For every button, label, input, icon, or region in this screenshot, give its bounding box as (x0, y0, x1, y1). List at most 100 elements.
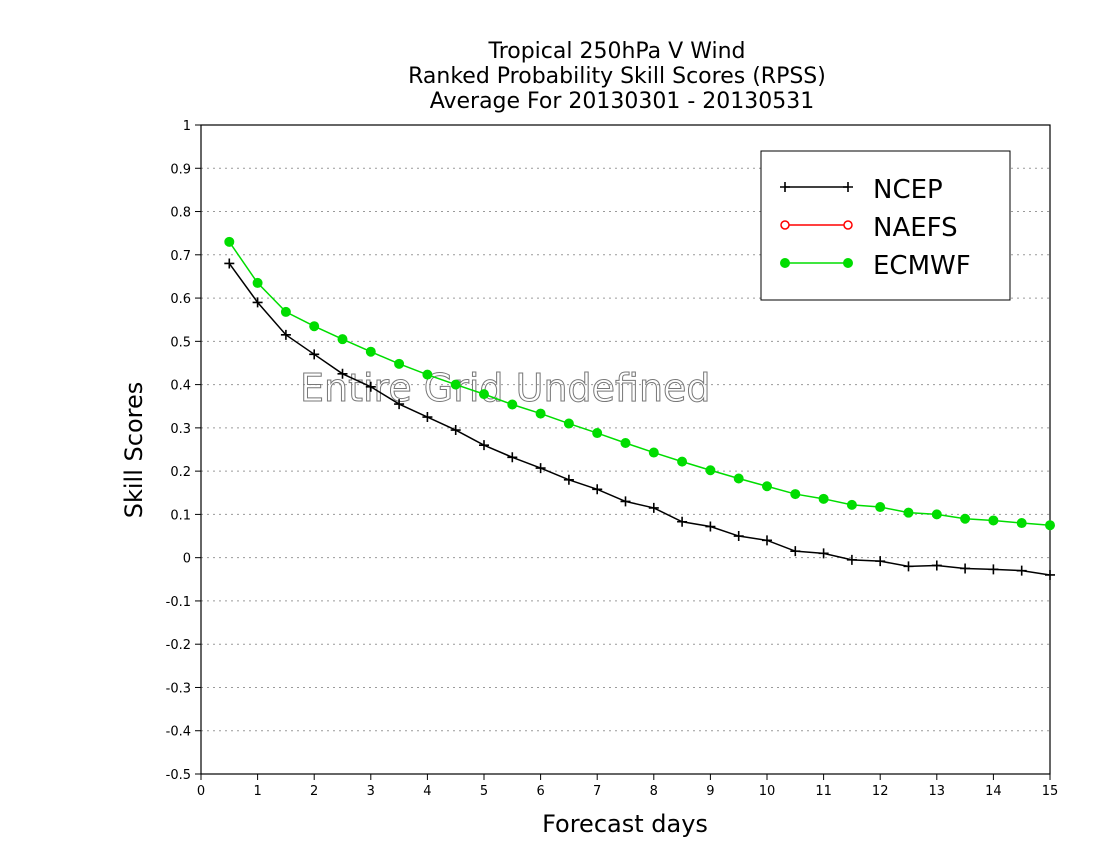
data-point-ecmwf (733, 473, 744, 484)
y-tick-label: -0.2 (166, 638, 191, 653)
data-point-ecmwf (620, 438, 631, 449)
data-point-ncep (903, 561, 914, 572)
data-point-ncep (1016, 565, 1027, 576)
data-point-ncep (224, 258, 235, 269)
y-tick-label: 0.8 (170, 206, 191, 221)
data-point-ecmwf (903, 507, 914, 518)
data-point-ncep (394, 399, 405, 410)
data-point-ncep (705, 521, 716, 532)
y-tick-label: -0.4 (166, 725, 191, 740)
data-point-ncep (337, 368, 348, 379)
data-point-ncep (733, 531, 744, 542)
x-axis-ticks: 0 1 2 3 4 5 6 7 8 9 10 11 12 13 14 15 (197, 774, 1058, 799)
data-point-ncep (648, 502, 659, 513)
x-tick-label: 6 (536, 784, 544, 799)
legend-marker-naefs (843, 220, 853, 230)
data-point-ncep (620, 496, 631, 507)
y-tick-label: 0.7 (170, 249, 191, 264)
data-point-ecmwf (1016, 518, 1027, 529)
data-point-ncep (592, 484, 603, 495)
y-tick-label: -0.3 (166, 681, 191, 696)
x-axis-label: Forecast days (542, 810, 708, 838)
data-point-ecmwf (252, 277, 263, 288)
plot-frame (200, 124, 1051, 775)
legend-label-naefs: NAEFS (873, 213, 958, 243)
data-point-ecmwf (1045, 520, 1055, 531)
x-tick-label: 13 (929, 784, 946, 799)
data-point-ncep (252, 297, 263, 308)
series-lines (224, 236, 1055, 580)
chart-title: Tropical 250hPa V Wind Ranked Probabilit… (408, 39, 826, 114)
data-point-ecmwf (988, 515, 999, 526)
data-point-ncep (875, 556, 886, 567)
y-tick-label: 0.9 (170, 162, 191, 177)
data-point-ncep (762, 535, 772, 546)
data-point-ncep (535, 463, 546, 474)
x-tick-label: 9 (706, 784, 714, 799)
y-tick-label: 0.1 (170, 508, 191, 523)
x-tick-label: 3 (367, 784, 375, 799)
legend-marker-ecmwf (843, 258, 853, 268)
x-tick-label: 2 (310, 784, 318, 799)
x-tick-label: 7 (593, 784, 601, 799)
y-tick-label: 0 (183, 552, 191, 567)
y-tick-label: -0.1 (166, 595, 191, 610)
x-tick-label: 11 (815, 784, 832, 799)
legend-marker-ecmwf (780, 258, 790, 268)
data-point-ncep (309, 349, 320, 360)
data-point-ecmwf (394, 358, 405, 369)
data-point-ncep (365, 381, 376, 392)
data-point-ecmwf (931, 509, 942, 520)
title-line-3: Average For 20130301 - 20130531 (430, 89, 815, 114)
data-point-ecmwf (479, 389, 489, 400)
data-point-ecmwf (762, 481, 772, 492)
x-tick-label: 15 (1042, 784, 1059, 799)
y-axis-ticks: -0.5 -0.4 -0.3 -0.2 -0.1 0 0.1 0.2 0.3 0.4 0.5 0.6 0… (166, 119, 201, 783)
data-point-ecmwf (563, 418, 574, 429)
data-point-ecmwf (507, 399, 518, 410)
data-point-ecmwf (875, 502, 886, 513)
data-point-ncep (677, 516, 688, 527)
data-point-ncep (280, 329, 291, 340)
data-point-ncep (422, 412, 433, 423)
series-line-ncep (228, 263, 1051, 576)
data-point-ecmwf (648, 447, 659, 458)
y-tick-label: 0.2 (170, 465, 191, 480)
x-tick-label: 4 (423, 784, 431, 799)
data-point-ecmwf (337, 334, 348, 345)
data-point-ncep (790, 546, 801, 557)
data-point-ncep (479, 440, 489, 451)
data-point-ecmwf (365, 346, 376, 357)
x-tick-label: 10 (759, 784, 776, 799)
data-point-ecmwf (309, 321, 320, 332)
y-tick-label: 0.4 (170, 379, 191, 394)
data-point-ecmwf (592, 428, 603, 439)
data-point-ncep (563, 474, 574, 485)
legend-marker-naefs (780, 220, 790, 230)
legend: NCEP NAEFS ECMWF (760, 150, 1011, 301)
data-point-ncep (818, 548, 829, 559)
data-point-ecmwf (960, 513, 971, 524)
legend-label-ecmwf: ECMWF (873, 251, 971, 281)
data-point-ecmwf (280, 306, 291, 317)
x-tick-label: 1 (253, 784, 261, 799)
data-point-ncep (846, 554, 857, 565)
legend-marker-ncep (780, 182, 790, 192)
data-point-ecmwf (846, 499, 857, 510)
data-point-ncep (1045, 569, 1055, 580)
data-point-ncep (507, 452, 518, 463)
data-point-ncep (988, 564, 999, 575)
data-point-ecmwf (705, 465, 716, 476)
data-point-ecmwf (450, 379, 461, 390)
data-point-ncep (931, 560, 942, 571)
series-ecmwf (224, 236, 1055, 531)
legend-label-ncep: NCEP (873, 175, 943, 205)
x-tick-label: 12 (872, 784, 889, 799)
data-point-ecmwf (422, 369, 433, 380)
legend-samples (780, 182, 853, 268)
y-tick-label: 0.6 (170, 292, 191, 307)
y-axis-label: Skill Scores (120, 382, 148, 519)
x-tick-label: 5 (480, 784, 488, 799)
data-point-ecmwf (535, 408, 546, 419)
